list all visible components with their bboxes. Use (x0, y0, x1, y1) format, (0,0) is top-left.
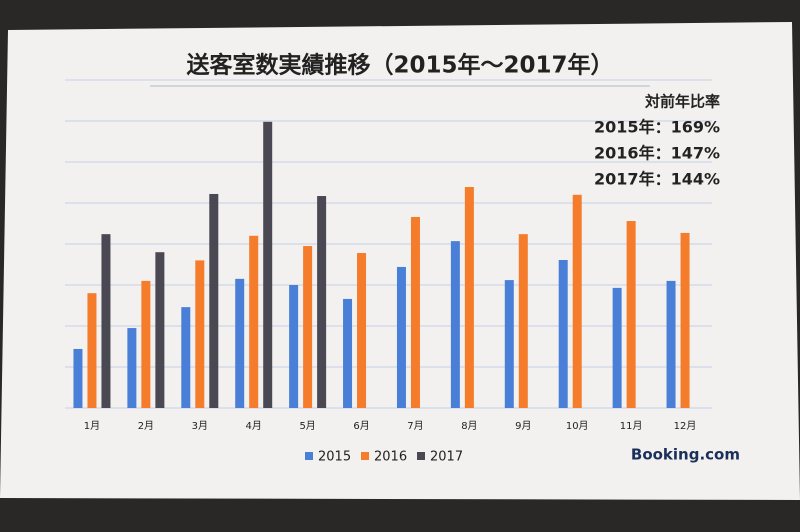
x-tick-label: 9月 (515, 420, 531, 432)
bar (450, 241, 460, 408)
bar (289, 285, 299, 408)
annotation: 2017年：144% (594, 170, 720, 189)
x-tick-label: 3月 (192, 420, 208, 432)
x-tick-label: 6月 (353, 420, 369, 432)
x-tick-label: 10月 (566, 420, 589, 432)
legend-swatch (361, 452, 369, 460)
legend-label: 2015 (318, 450, 351, 465)
x-tick-label: 5月 (299, 420, 315, 432)
bar (464, 187, 474, 408)
bar (666, 280, 676, 408)
bar (195, 260, 205, 408)
bar (558, 259, 568, 408)
annotation: 2016年：147% (594, 144, 720, 163)
chart-title: 送客室数実績推移（2015年～2017年） (186, 52, 613, 79)
bar (504, 280, 514, 408)
bar (357, 253, 367, 408)
legend-label: 2016 (374, 450, 407, 465)
bar (87, 293, 97, 408)
bar (155, 252, 165, 408)
bar (572, 194, 582, 408)
bar (141, 280, 151, 408)
bar (612, 287, 622, 408)
x-tick-label: 12月 (674, 420, 697, 432)
bar (263, 121, 273, 408)
x-tick-label: 7月 (407, 420, 423, 432)
bar (343, 298, 353, 408)
bar (317, 196, 327, 408)
bar (209, 193, 219, 408)
bar (101, 234, 111, 408)
bar (303, 246, 313, 408)
bar (127, 328, 137, 408)
x-tick-label: 8月 (461, 420, 477, 432)
bar (680, 232, 690, 408)
brand: Booking.com (631, 446, 740, 464)
annotation: 2015年：169% (594, 118, 720, 137)
x-tick-label: 1月 (84, 420, 100, 432)
x-tick-label: 4月 (246, 420, 262, 432)
x-tick-label: 11月 (620, 420, 643, 432)
bar (181, 307, 191, 408)
annotation: 対前年比率 (644, 93, 720, 111)
bar (249, 235, 259, 408)
x-tick-label: 2月 (138, 420, 154, 432)
bar (396, 266, 406, 408)
legend-swatch (305, 452, 313, 460)
bar (73, 348, 83, 408)
legend-swatch (417, 452, 425, 460)
bar (626, 221, 636, 408)
bar (518, 234, 528, 408)
bar (410, 216, 420, 408)
legend-label: 2017 (430, 450, 463, 465)
bar (235, 278, 245, 408)
